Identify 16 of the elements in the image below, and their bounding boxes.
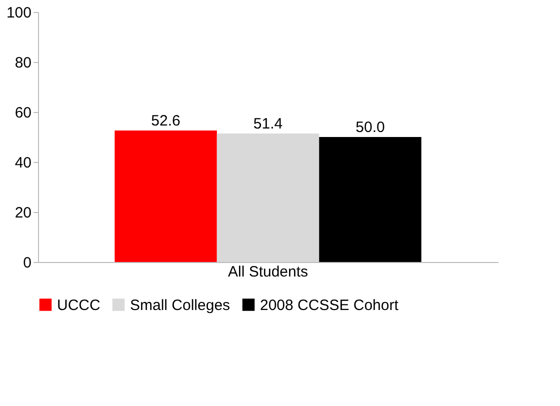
y-tick-label: 40 bbox=[14, 154, 32, 172]
y-tick-label: 80 bbox=[14, 54, 32, 72]
data-label: 52.6 bbox=[151, 112, 180, 130]
bar bbox=[216, 134, 320, 262]
legend-label: 2008 CCSSE Cohort bbox=[260, 296, 400, 314]
x-tick-label: All Students bbox=[228, 264, 308, 280]
data-label: 51.4 bbox=[253, 116, 283, 132]
legend-label: UCCC bbox=[57, 296, 100, 314]
y-tick-label: 100 bbox=[6, 4, 32, 22]
data-label: 50.0 bbox=[356, 119, 385, 136]
y-tick-label: 20 bbox=[14, 204, 32, 222]
y-tick-label: 60 bbox=[14, 104, 32, 122]
y-tick-label: 0 bbox=[23, 254, 32, 272]
bar bbox=[114, 130, 217, 262]
legend-label: Small Colleges bbox=[130, 296, 230, 314]
bar bbox=[319, 137, 422, 262]
